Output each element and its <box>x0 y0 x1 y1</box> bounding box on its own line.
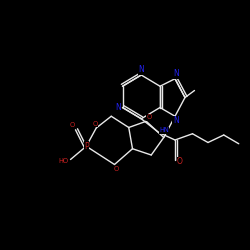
Text: HO: HO <box>58 158 68 164</box>
Text: N: N <box>173 116 178 125</box>
Text: O: O <box>113 166 118 172</box>
Text: O: O <box>92 120 98 126</box>
Text: O: O <box>70 122 74 128</box>
Text: HN: HN <box>159 128 169 134</box>
Text: N: N <box>115 103 121 112</box>
Text: O: O <box>177 157 183 166</box>
Text: P: P <box>84 142 88 151</box>
Text: N: N <box>138 66 144 74</box>
Text: O: O <box>146 114 152 120</box>
Text: N: N <box>173 69 178 78</box>
